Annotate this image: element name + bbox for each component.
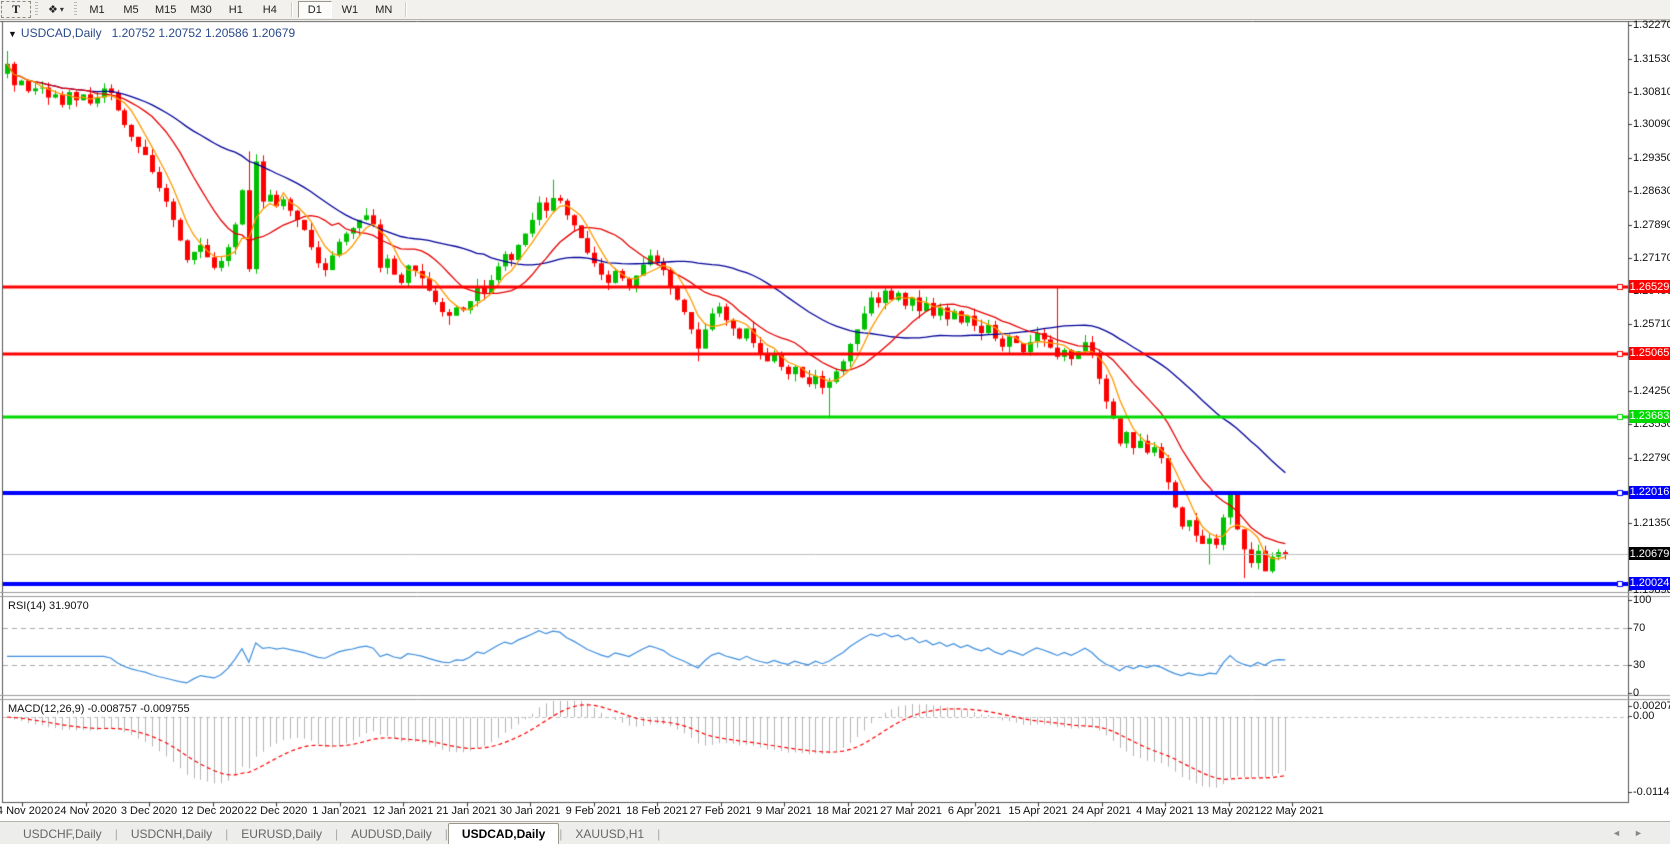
date-tick-label: 15 Apr 2021	[1008, 805, 1068, 817]
price-tick-label: 1.21350	[1633, 517, 1670, 530]
timeframe-button-h4[interactable]: H4	[262, 3, 277, 16]
date-tick-label: 24 Apr 2021	[1071, 805, 1132, 817]
timeframe-button-group: M1 M5 M15 M30 H1 H4 D1 W1 MN	[80, 1, 401, 18]
macd-tick-label: 0.00	[1633, 710, 1655, 722]
price-tick-label: 1.30090	[1633, 118, 1670, 131]
date-tick-label: 18 Feb 2021	[626, 805, 688, 817]
timeframe-button-mn[interactable]: MN	[375, 3, 393, 16]
date-tick-label: 6 Apr 2021	[947, 805, 1002, 817]
toolbar-separator	[290, 2, 293, 17]
date-tick-label: 22 May 2021	[1260, 805, 1324, 817]
hline-price-label: 1.26529	[1629, 280, 1670, 293]
text-label-tool-button[interactable]: T	[1, 1, 31, 18]
timeframe-button-w1[interactable]: W1	[341, 3, 359, 16]
hline-price-label: 1.20024	[1629, 576, 1670, 590]
tab-separator: |	[334, 827, 339, 841]
drawing-tool-icon: ❖	[48, 4, 58, 16]
rsi-tick-label: 30	[1633, 659, 1646, 672]
rsi-tick-label: 100	[1633, 594, 1652, 606]
ohlc-values: 1.20752 1.20752 1.20586 1.20679	[111, 26, 296, 40]
date-tick-label: 13 May 2021	[1196, 805, 1261, 817]
price-tick-label: 1.22790	[1633, 451, 1670, 464]
symbol-tab-audusd[interactable]: AUDUSD,Daily	[351, 827, 432, 841]
price-tick-label: 1.29350	[1633, 152, 1670, 165]
symbol-period-label: USDCAD,Daily	[20, 26, 102, 40]
price-tick-label: 1.24250	[1633, 385, 1670, 398]
timeframe-button-h1[interactable]: H1	[228, 3, 243, 16]
timeframe-button-m30[interactable]: M30	[190, 3, 212, 16]
tab-host: USDCHF,Daily | USDCNH,Daily | EURUSD,Daily | A…	[10, 823, 660, 844]
date-tick-label: 12 Jan 2021	[372, 805, 434, 817]
rsi-tick-label: 0	[1633, 687, 1640, 699]
price-tick-label: 1.30810	[1633, 85, 1670, 98]
symbol-tab-eurusd[interactable]: EURUSD,Daily	[241, 827, 322, 841]
macd-header: MACD(12,26,9) -0.008757 -0.009755	[8, 703, 190, 715]
date-tick-label: 27 Mar 2021	[880, 805, 942, 817]
symbol-tab-bar: USDCHF,Daily | USDCNH,Daily | EURUSD,Daily | A…	[0, 821, 1670, 844]
date-tick-label: 27 Feb 2021	[689, 805, 752, 817]
price-tick-label: 1.25710	[1633, 318, 1670, 331]
date-tick-label: 30 Jan 2021	[499, 805, 561, 817]
rsi-tick-label: 70	[1633, 621, 1646, 634]
symbol-tab-xauusd[interactable]: XAUUSD,H1	[575, 827, 645, 841]
chart-title: ▼ USDCAD,Daily 1.20752 1.20752 1.20586 1.2…	[8, 26, 295, 40]
tab-separator: |	[225, 827, 229, 841]
tab-separator: |	[444, 827, 448, 841]
date-tick-label: 9 Feb 2021	[565, 805, 622, 817]
tab-scroll-right-icon[interactable]: ►	[1634, 828, 1643, 838]
symbol-tab-usdchf[interactable]: USDCHF,Daily	[23, 827, 102, 841]
price-tick-label: 1.31530	[1633, 52, 1670, 65]
date-tick-label: 22 Dec 2020	[244, 805, 308, 817]
hline-price-label: 1.22016	[1629, 485, 1670, 499]
price-tick-label: 1.32270	[1633, 19, 1670, 31]
tab-scroll-left-icon[interactable]: ◄	[1612, 828, 1621, 838]
timeframe-button-m15[interactable]: M15	[155, 3, 177, 16]
hline-price-label: 1.23683	[1629, 409, 1670, 423]
symbol-tab-usdcnh[interactable]: USDCNH,Daily	[130, 827, 213, 841]
price-tick-label: 1.27890	[1633, 218, 1670, 231]
tab-separator: |	[657, 827, 661, 841]
toolbar: T ❖ ▾ M1 M5 M15 M30 H1 H4 D1 W1 MN	[0, 0, 1670, 20]
date-tick-label: 14 Nov 2020	[0, 805, 54, 817]
chevron-down-icon: ▾	[59, 5, 64, 14]
date-tick-label: 3 Dec 2020	[120, 805, 178, 817]
date-tick-label: 12 Dec 2020	[181, 805, 244, 817]
timeframe-button-m5[interactable]: M5	[123, 3, 139, 16]
text-tool-icon: T	[11, 2, 20, 16]
tab-separator: |	[559, 827, 563, 841]
current-price-label: 1.20679	[1629, 547, 1670, 560]
price-tick-label: 1.27170	[1633, 251, 1670, 264]
date-tick-label: 1 Jan 2021	[312, 805, 367, 817]
date-tick-label: 4 May 2021	[1136, 805, 1194, 817]
date-tick-label: 9 Mar 2021	[756, 805, 812, 817]
toolbar-separator	[404, 2, 407, 17]
date-tick-label: 21 Jan 2021	[436, 805, 497, 817]
hline-price-label: 1.25065	[1629, 346, 1670, 360]
drawing-tool-button[interactable]: ❖ ▾	[42, 2, 70, 17]
price-tick-label: 1.28630	[1633, 185, 1670, 198]
toolbar-grip	[74, 2, 77, 17]
date-tick-label: 18 Mar 2021	[816, 805, 879, 817]
dropdown-triangle-icon[interactable]: ▼	[8, 29, 17, 39]
timeframe-button-m1[interactable]: M1	[89, 3, 105, 16]
tab-separator: |	[114, 827, 118, 841]
macd-tick-label: -0.011462	[1633, 786, 1670, 798]
timeframe-button-d1[interactable]: D1	[297, 1, 332, 18]
symbol-tab-usdcad[interactable]: USDCAD,Daily	[447, 823, 560, 844]
date-tick-label: 24 Nov 2020	[54, 805, 117, 817]
rsi-header: RSI(14) 31.9070	[8, 600, 89, 612]
toolbar-grip	[35, 2, 38, 17]
macd-tick-label: 0.002074	[1633, 700, 1670, 712]
